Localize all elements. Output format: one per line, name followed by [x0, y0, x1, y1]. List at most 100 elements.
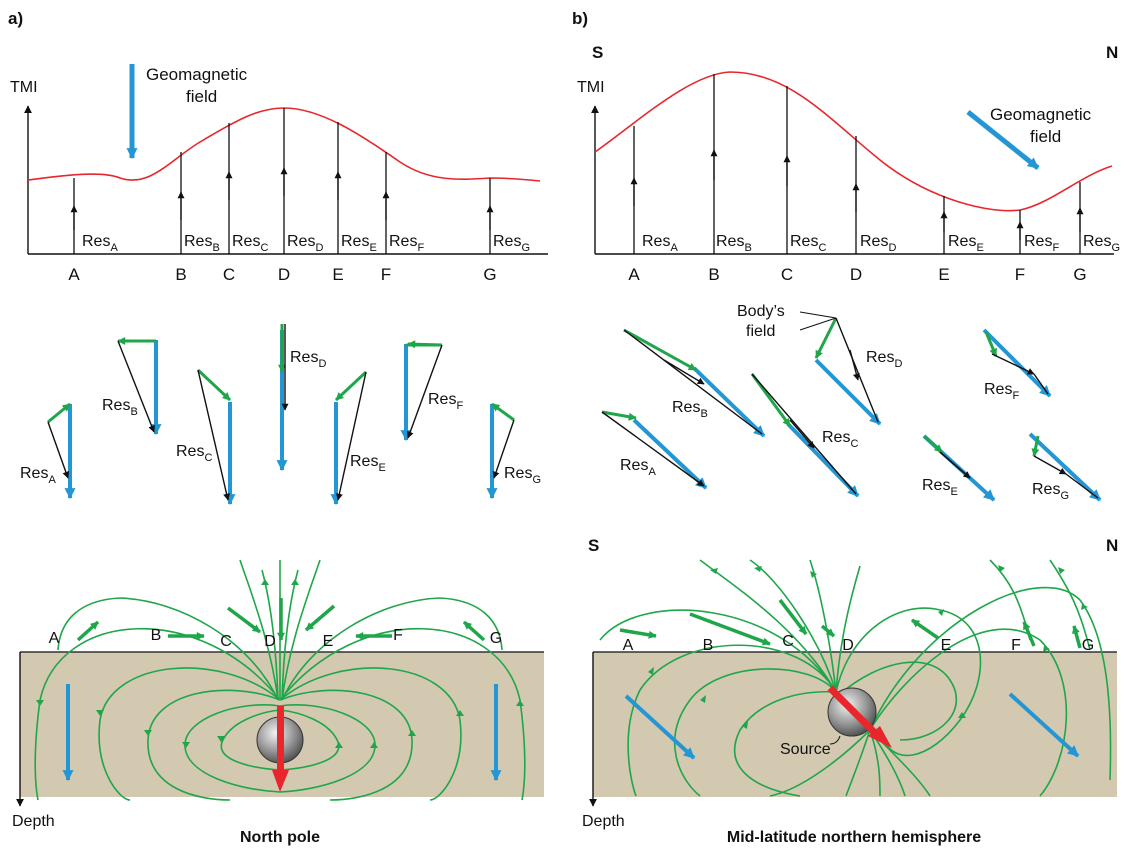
- panel-b-bodys-field-label-2: field: [746, 323, 775, 340]
- panel-b-vector-F: [982, 328, 1052, 398]
- panel-b-station-labels: A B C D E F G: [628, 265, 1086, 284]
- panel-a-res-C: ResC: [232, 233, 268, 254]
- panel-b-geomagnetic-field-arrow: [966, 110, 1040, 170]
- panel-a-field-lines: [34, 559, 526, 801]
- panel-b-geomagnetic-label-2: field: [1030, 127, 1061, 146]
- panel-a-vec-label-E: ResE: [350, 453, 386, 474]
- panel-b-caption: Mid-latitude northern hemisphere: [727, 829, 981, 846]
- panel-b-surface-B: B: [703, 637, 714, 654]
- panel-b-station-F: F: [1015, 265, 1025, 284]
- panel-a-vec-label-C: ResC: [176, 443, 212, 464]
- panel-a-res-B: ResB: [184, 233, 220, 254]
- panel-b-field-direction-markers: [648, 565, 1088, 729]
- panel-a-vector-B: [117, 337, 162, 436]
- panel-a-surface-B: B: [151, 627, 162, 644]
- panel-a-tmi-label: TMI: [10, 79, 38, 96]
- panel-a-caption: North pole: [240, 829, 320, 846]
- panel-b-vector-B: [623, 328, 766, 438]
- panel-b-vec-label-C: ResC: [822, 429, 858, 450]
- panel-a-surface-station-labels: A B C D E F G: [49, 627, 503, 650]
- panel-a-vec-label-F: ResF: [428, 391, 463, 412]
- panel-b-station-D: D: [850, 265, 862, 284]
- panel-a-geomagnetic-label-1: Geomagnetic: [146, 65, 248, 84]
- panel-a-res-labels: ResA ResB ResC ResD ResE ResF ResG: [82, 233, 530, 254]
- panel-b-surface-G: G: [1082, 637, 1094, 654]
- panel-a-vec-label-G: ResG: [504, 465, 541, 486]
- panel-b-vector-E: [922, 434, 996, 502]
- panel-a-vec-label-B: ResB: [102, 397, 138, 418]
- panel-a-station-A: A: [68, 265, 80, 284]
- panel-a-vector-D: [276, 324, 289, 472]
- panel-b-source-magnet: [827, 685, 877, 735]
- panel-a-geomagnetic-label-2: field: [186, 87, 217, 106]
- panel-b-vec-label-E: ResE: [922, 477, 958, 498]
- panel-a-vector-F: [400, 340, 443, 442]
- panel-b-ground-field-arrow-left: [624, 694, 696, 760]
- panel-b-tmi-curve: [594, 71, 1113, 212]
- panel-b-surface-C: C: [782, 633, 794, 650]
- panel-a-res-G: ResG: [493, 233, 530, 254]
- panel-b-north-label-top: N: [1106, 43, 1118, 62]
- panel-b-res-E: ResE: [948, 233, 984, 254]
- panel-b-vector-G: [1028, 432, 1102, 502]
- panel-a-station-C: C: [223, 265, 235, 284]
- panel-a-vector-E: [330, 370, 368, 506]
- panel-b-surface-D: D: [842, 637, 854, 654]
- panel-b-vector-A: [601, 410, 708, 490]
- panel-b-bodys-field-label-1: Body’s: [737, 303, 785, 320]
- panel-b-surface-E: E: [941, 637, 952, 654]
- panel-a-station-D: D: [278, 265, 290, 284]
- panel-a-vector-diagrams: ResA ResB ResC ResD ResE: [20, 324, 541, 506]
- panel-b-field-lines: [599, 559, 1112, 797]
- panel-a-station-bars: [70, 108, 494, 254]
- panel-b-station-E: E: [938, 265, 949, 284]
- panel-b-station-bars: [630, 74, 1084, 254]
- panel-a-surface-F: F: [393, 627, 403, 644]
- panel-b-surface-station-labels: A B C D E F G: [623, 633, 1095, 654]
- panel-a-surface-A: A: [49, 630, 60, 647]
- panel-b-south-label-bottom: S: [588, 536, 599, 555]
- panel-a-surface-E: E: [323, 633, 334, 650]
- panel-b-profile-axes: [591, 105, 1114, 255]
- panel-b-vec-label-A: ResA: [620, 457, 656, 478]
- panel-b-station-G: G: [1073, 265, 1086, 284]
- panel-b-south-label-top: S: [592, 43, 603, 62]
- panel-b-label: b): [572, 9, 588, 28]
- panel-b-north-label-bottom: N: [1106, 536, 1118, 555]
- panel-b-ground-field-arrow-right: [1008, 692, 1080, 758]
- panel-b-station-C: C: [781, 265, 793, 284]
- panel-a-source-magnet: [277, 706, 284, 774]
- panel-a-station-G: G: [483, 265, 496, 284]
- panel-b-surface-F: F: [1011, 637, 1021, 654]
- panel-b-source-magnet-head: [868, 726, 892, 748]
- panel-a-res-E: ResE: [341, 233, 377, 254]
- panel-a-surface-D: D: [264, 633, 276, 650]
- panel-a-res-D: ResD: [287, 233, 323, 254]
- panel-a-depth-label: Depth: [12, 813, 55, 830]
- panel-a-field-direction-markers: [36, 579, 524, 748]
- panel-b-vec-label-F: ResF: [984, 381, 1019, 402]
- panel-a-res-F: ResF: [389, 233, 424, 254]
- panel-b-res-C: ResC: [790, 233, 826, 254]
- panel-a-vector-A: [47, 402, 76, 500]
- panel-a-profile-axes: [24, 105, 548, 255]
- panel-a-surface-field-arrows: [76, 598, 486, 642]
- panel-a-station-labels: A B C D E F G: [68, 265, 496, 284]
- panel-b-vec-label-G: ResG: [1032, 481, 1069, 502]
- panel-a-vector-C: [196, 368, 236, 506]
- panel-a-source-magnet-head: [272, 770, 289, 792]
- panel-b-vec-label-D: ResD: [866, 349, 902, 370]
- panel-b-res-G: ResG: [1083, 233, 1120, 254]
- panel-b-res-A: ResA: [642, 233, 678, 254]
- panel-b-depth-label: Depth: [582, 813, 625, 830]
- panel-a-res-A: ResA: [82, 233, 118, 254]
- panel-b-vector-diagrams: ResA ResB ResC Body’s field ResD: [601, 303, 1102, 502]
- panel-b-res-F: ResF: [1024, 233, 1059, 254]
- panel-a-surface-C: C: [220, 633, 232, 650]
- panel-a-surface-G: G: [490, 630, 502, 647]
- panel-b-geomagnetic-label-1: Geomagnetic: [990, 105, 1092, 124]
- panel-b-vec-label-B: ResB: [672, 399, 708, 420]
- panel-a-vector-G: [486, 402, 515, 500]
- panel-a-vec-label-D: ResD: [290, 349, 326, 370]
